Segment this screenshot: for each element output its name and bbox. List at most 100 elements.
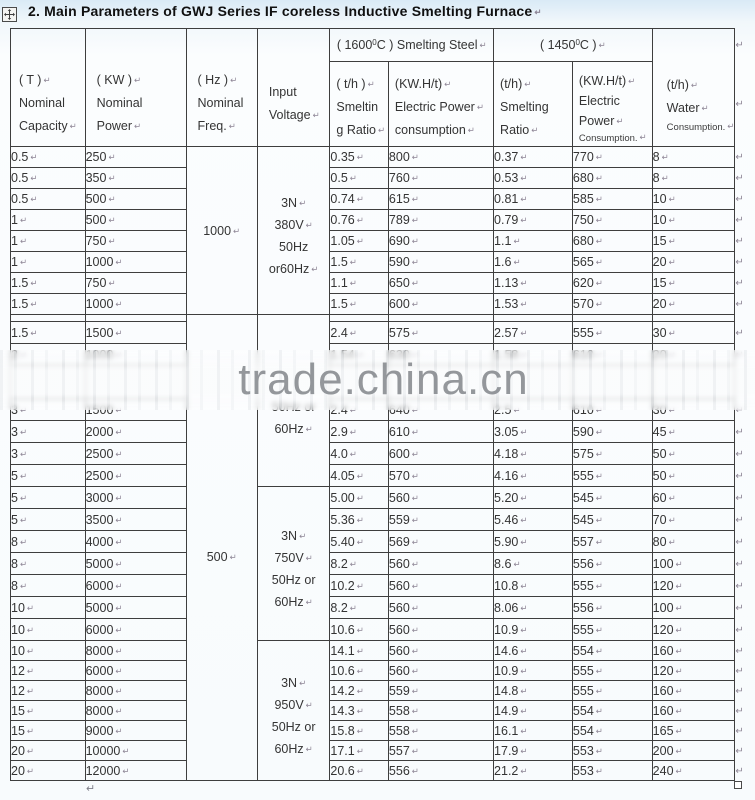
table-cell: 5 ↵ [10,486,86,509]
table-cell: 4.0 ↵ [329,442,389,465]
table-cell: 17.1 ↵ [329,740,389,761]
table-resize-handle[interactable] [734,781,742,789]
table-cell: 500 ↵ [84,209,187,231]
table-cell: 100 ↵ [651,552,736,575]
table-cell: 8000 ↵ [84,700,187,721]
table-cell: 1.5 ↵ [329,293,389,315]
table-row: 1.5 ↵ 1500 ↵ 2.4 ↵ 575 ↵ 2.57 ↵ 555 ↵ 30 ↵ ↵ [10,321,755,344]
table-cell: 20↵ [10,740,86,761]
table-cell: 600 ↵ [387,293,495,315]
table-cell: 560 ↵ [387,552,495,575]
table-cell: 570 ↵ [571,293,653,315]
table-cell: 8 ↵ [10,552,86,575]
table-cell: 1.5 ↵ [10,321,86,344]
table-cell: 1.13 ↵ [493,272,573,294]
table-row: 1 ↵ 500 ↵ 0.76 ↵ 789 ↵ 0.79 ↵ 750 ↵ 10 ↵ ↵ [10,209,755,231]
table-cell: 165 ↵ [651,720,736,741]
header-group-1600c: ( 16000C ) Smelting Steel ↵ [329,28,495,62]
table-cell: 15.8 ↵ [329,720,389,741]
paragraph-mark: ↵ [735,236,744,247]
table-cell: 5000 ↵ [84,596,187,619]
header-nominal-capacity: ( T ) ↵ Nominal Capacity ↵ [10,28,86,147]
table-cell: 10.2 ↵ [329,574,389,597]
table-cell: 560 ↵ [387,660,495,681]
table-cell: 10 ↵ [651,209,736,231]
table-cell: 553 ↵ [571,740,653,761]
table-cell: 0.53 ↵ [493,167,573,189]
paragraph-mark: ↵ [735,645,744,657]
table-cell: 545 ↵ [571,508,653,531]
table-cell: 556 ↵ [571,552,653,575]
paragraph-mark: ↵ [735,492,744,504]
table-cell: 1 ↵ [10,209,86,231]
table-cell: 575 ↵ [571,442,653,465]
table-cell: 1.05 ↵ [329,230,389,252]
paragraph-mark: ↵ [735,40,744,51]
table-cell: 0.5 ↵ [10,188,86,210]
table-cell: 590 ↵ [571,420,653,443]
table-cell: 0.81 ↵ [493,188,573,210]
table-cell: 560 ↵ [387,640,495,661]
table-row: 0.5 ↵ 350 ↵ 0.5 ↵ 760 ↵ 0.53 ↵ 680 ↵ 8 ↵ ↵ [10,167,755,189]
table-row: 3 ↵ 2000 ↵ 2.9 ↵ 610 ↵ 3.05 ↵ 590 ↵ 45 ↵ ↵ [10,420,755,443]
table-cell: 10.9 ↵ [493,660,573,681]
table-cell: 555 ↵ [571,321,653,344]
table-cell: 770 ↵ [571,146,653,168]
table-cell: 650 ↵ [387,272,495,294]
table-row: 0.5 ↵ 500 ↵ 0.74 ↵ 615 ↵ 0.81 ↵ 585 ↵ 10 ↵ ↵ [10,188,755,210]
table-cell: 50 ↵ [651,464,736,487]
voltage-cell: 3N ↵ 750V ↵ 50Hz or 60Hz ↵ [256,486,331,641]
table-cell: 250 ↵ [84,146,187,168]
table-cell: 2.4↵ [329,321,389,344]
table-cell: 1.1 ↵ [493,230,573,252]
table-cell: 9000 ↵ [84,720,187,741]
paragraph-mark: ↵ [735,725,744,737]
table-cell: 10.9 ↵ [493,618,573,641]
table-cell: 14.9 ↵ [493,700,573,721]
table-cell: 554 ↵ [571,700,653,721]
table-cell: 8 ↵ [651,167,736,189]
table-row: 1.5 ↵ 1000 ↵ 1.5 ↵ 600 ↵ 1.53 ↵ 570 ↵ 20 ↵ ↵ [10,293,755,315]
paragraph-mark: ↵ [735,173,744,184]
paragraph-mark: ↵ [735,99,744,110]
table-cell: 15 ↵ [651,230,736,252]
table-cell: 60 ↵ [651,486,736,509]
table-cell: 2500 ↵ [84,442,187,465]
table-cell: 750 ↵ [84,272,187,294]
freq-cell: 1000 ↵ [185,146,258,315]
table-cell: 560 ↵ [387,574,495,597]
table-cell: 0.5 ↵ [329,167,389,189]
table-cell: 500 ↵ [84,188,187,210]
header-input-voltage: Input Voltage ↵ [256,28,331,147]
header-smelting-ratio-1600: ( t/h ) ↵ Smeltin g Ratio ↵ [329,61,389,147]
table-cell: 555 ↵ [571,618,653,641]
table-cell: 240 ↵ [651,760,736,781]
table-cell: 10 ↵ [10,618,86,641]
table-cell: 100 ↵ [651,596,736,619]
table-cell: 557 ↵ [387,740,495,761]
table-cell: 1.1 ↵ [329,272,389,294]
table-cell: 8.6 ↵ [493,552,573,575]
table-cell: 3.05 ↵ [493,420,573,443]
table-cell: 3↵ [10,420,86,443]
table-cell: 120 ↵ [651,618,736,641]
paragraph-mark: ↵ [735,558,744,570]
table-row: 10 ↵ 6000 ↵ 10.6 ↵ 560 ↵ 10.9 ↵ 555 ↵ 120 ↵ ↵ [10,618,755,641]
header-smelting-ratio-1450: (t/h) ↵ Smelting Ratio ↵ [493,61,573,147]
table-cell: 10 ↵ [10,640,86,661]
table-cell [651,314,736,322]
table-cell: 558 ↵ [387,700,495,721]
table-cell: 1000↵ [84,251,187,273]
table-cell: 559 ↵ [387,680,495,701]
table-move-handle[interactable] [2,7,17,22]
table-row: 10 ↵ 5000 ↵ 8.2 ↵ 560 ↵ 8.06 ↵ 556 ↵ 100 ↵ ↵ [10,596,755,619]
table-cell: 12 ↵ [10,680,86,701]
table-cell: 620 ↵ [571,272,653,294]
table-row: 8 ↵ 5000 ↵ 8.2 ↵ 560 ↵ 8.6 ↵ 556 ↵ 100 ↵ ↵ [10,552,755,575]
paragraph-mark: ↵ [735,514,744,526]
table-cell: 3500 ↵ [84,508,187,531]
voltage-cell: 3N ↵ 380V ↵ 50Hz or60Hz ↵ [256,146,331,315]
paragraph-mark: ↵ [735,327,744,339]
table-cell: 690 ↵ [387,230,495,252]
table-cell: 1 ↵ [10,230,86,252]
